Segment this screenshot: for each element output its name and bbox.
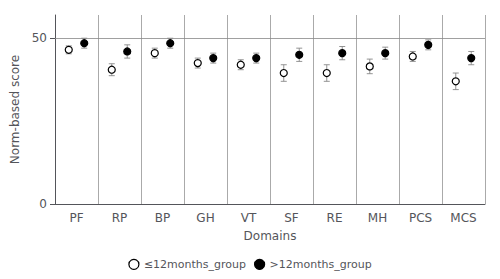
svg-text:SF: SF (284, 211, 299, 225)
svg-text:Domains: Domains (244, 229, 297, 243)
svg-text:>12months_group: >12months_group (270, 258, 372, 271)
svg-text:MH: MH (368, 211, 387, 225)
svg-text:GH: GH (196, 211, 214, 225)
svg-text:Norm-based score: Norm-based score (8, 55, 22, 164)
svg-text:PF: PF (69, 211, 83, 225)
svg-text:0: 0 (39, 197, 47, 211)
svg-text:BP: BP (155, 211, 170, 225)
svg-text:PCS: PCS (409, 211, 432, 225)
svg-text:RP: RP (112, 211, 128, 225)
svg-text:VT: VT (241, 211, 257, 225)
svg-text:50: 50 (32, 31, 47, 45)
svg-text:MCS: MCS (450, 211, 476, 225)
svg-text:≤12months_group: ≤12months_group (144, 258, 246, 271)
svg-text:RE: RE (327, 211, 343, 225)
